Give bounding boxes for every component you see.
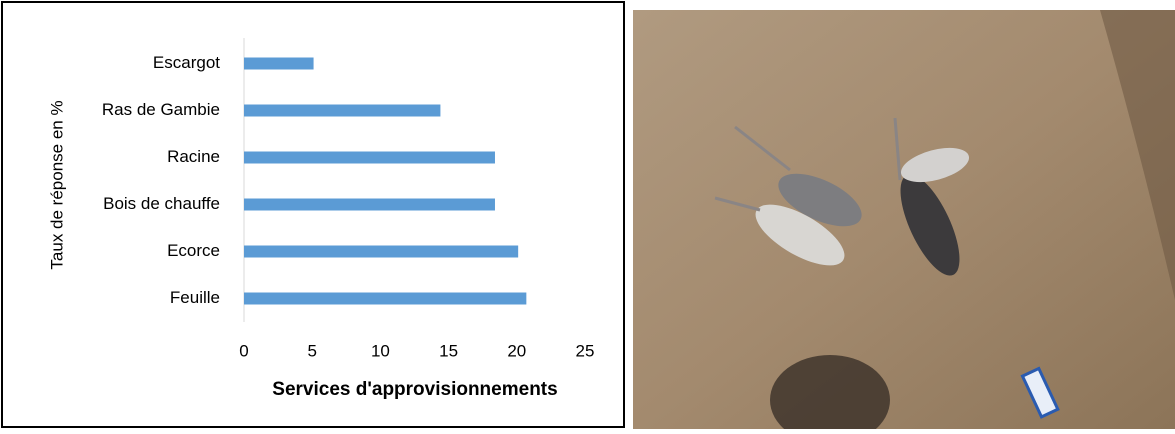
x-tick-label: 20	[507, 341, 526, 360]
rat	[755, 204, 845, 266]
y-axis-title: Taux de réponse en %	[47, 100, 66, 269]
bar	[244, 198, 495, 211]
rat	[900, 174, 960, 276]
debris	[1020, 366, 1060, 419]
rat	[900, 147, 970, 183]
photo-shadow	[770, 355, 890, 434]
y-tick-label: Ecorce	[167, 241, 220, 260]
rat-tail	[714, 117, 902, 212]
y-tick-label: Escargot	[153, 53, 220, 72]
y-tick-label: Bois de chauffe	[103, 194, 220, 213]
x-tick-label: 10	[371, 341, 390, 360]
bar	[244, 151, 495, 164]
photo-background	[633, 10, 1175, 429]
bar	[244, 57, 314, 70]
x-tick-label: 15	[439, 341, 458, 360]
bar	[244, 292, 527, 305]
photo-shadow	[1100, 10, 1175, 300]
y-tick-label: Racine	[167, 147, 220, 166]
x-tick-label: 0	[239, 341, 248, 360]
x-tick-label: 5	[307, 341, 316, 360]
bar	[244, 245, 519, 258]
photo	[633, 10, 1175, 434]
x-tick-label: 25	[576, 341, 595, 360]
chart-frame	[1, 1, 625, 428]
y-tick-label: Ras de Gambie	[102, 100, 220, 119]
x-axis-title: Services d'approvisionnements	[272, 379, 557, 400]
plot: 0 5 10 15 20 25 Escargot Ras de Gambie Racine Boi…	[102, 53, 595, 361]
rat	[778, 173, 862, 227]
y-tick-label: Feuille	[170, 288, 220, 307]
bar	[244, 104, 441, 117]
